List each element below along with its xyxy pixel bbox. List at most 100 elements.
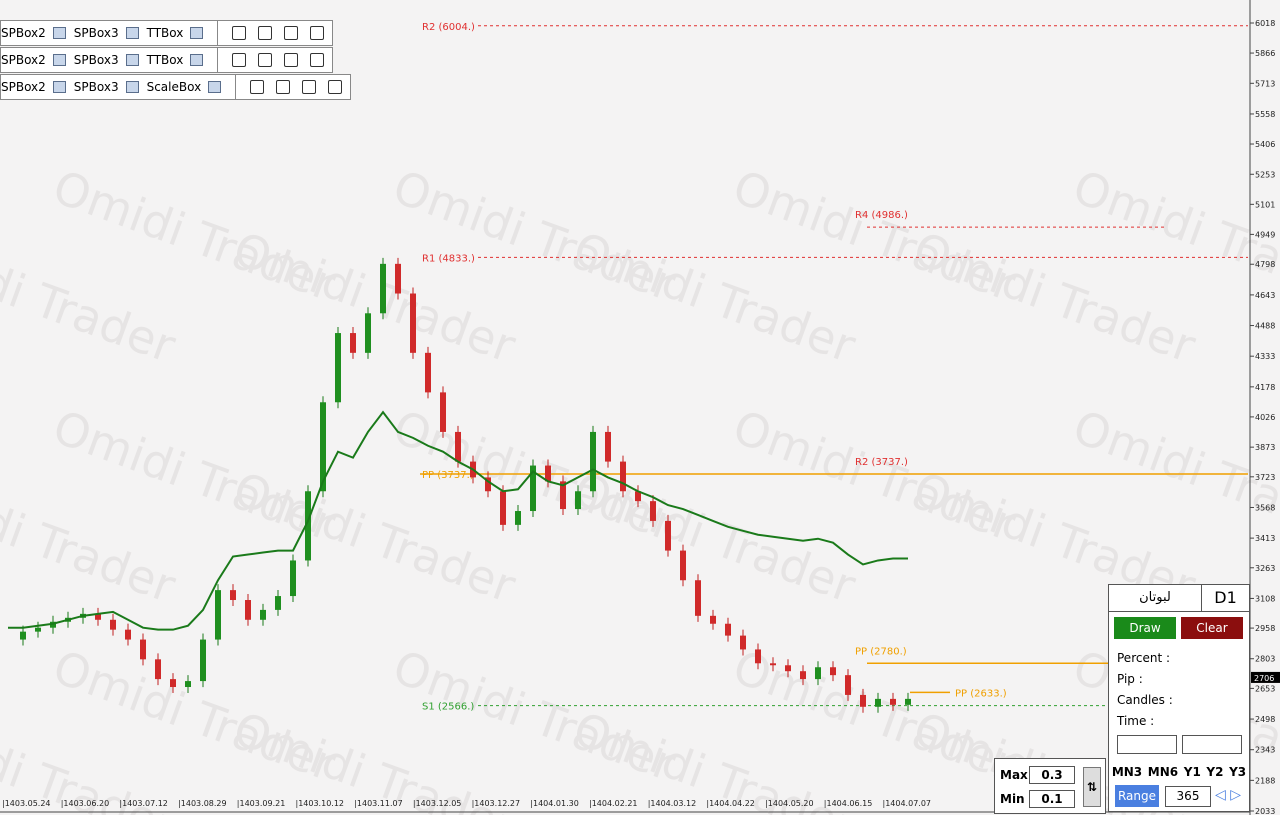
y-tick-label: 3413 [1255, 534, 1275, 543]
toolbar-icon[interactable] [310, 26, 325, 40]
period-button[interactable]: MN3 [1111, 765, 1143, 779]
toolbar-item[interactable]: SPBox2 [1, 80, 46, 94]
candle [665, 520, 671, 551]
level-label: PP (3737.) [422, 470, 474, 481]
arrows[interactable]: ◁ ▷ [1215, 787, 1241, 803]
candle [140, 639, 146, 660]
icon[interactable] [125, 27, 139, 39]
candle [110, 619, 116, 630]
toolbar-icon[interactable] [276, 80, 291, 94]
candle [590, 431, 596, 492]
x-tick-label: |1403.11.07 [354, 799, 403, 808]
candle [485, 477, 491, 492]
candle [800, 671, 806, 680]
period-button[interactable]: MN6 [1147, 765, 1179, 779]
field-label: Percent : [1117, 651, 1171, 665]
y-tick-label: 2498 [1255, 715, 1275, 724]
icon[interactable] [52, 27, 66, 39]
draw-button[interactable]: Draw [1114, 617, 1176, 639]
clear-button[interactable]: Clear [1181, 617, 1243, 639]
symbol: لبوتان [1109, 585, 1202, 612]
x-tick-label: |1404.06.15 [824, 799, 873, 808]
y-tick-label: 5713 [1255, 79, 1275, 88]
toolbar-icon[interactable] [310, 53, 325, 67]
toolbar-icon[interactable] [284, 53, 299, 67]
toolbar-item[interactable]: SPBox2 [1, 26, 46, 40]
level-label: R2 (6004.) [422, 22, 475, 33]
candle [740, 635, 746, 650]
candle [635, 491, 641, 502]
candle [905, 698, 911, 705]
candle [845, 675, 851, 695]
candle [545, 465, 551, 482]
candle [215, 590, 221, 640]
toolbar-icon[interactable] [258, 26, 273, 40]
icon[interactable] [125, 54, 139, 66]
toolbar-icon[interactable] [232, 26, 247, 40]
timeframe: D1 [1202, 585, 1249, 612]
toolbar-item[interactable]: TTBox [146, 53, 184, 67]
watermark: Omidi Trader [566, 221, 862, 373]
toolbar-item[interactable]: SPBox3 [73, 80, 119, 94]
maxmin-box: Max 0.3 Min 0.1 ⇅ [994, 758, 1106, 814]
toolbar-item[interactable]: SPBox3 [73, 26, 119, 40]
y-tick-label: 4333 [1255, 352, 1275, 361]
range-button[interactable]: Range [1115, 785, 1159, 807]
candle [365, 313, 371, 353]
scale-toggle[interactable]: ⇅ [1083, 767, 1101, 807]
icon[interactable] [52, 54, 66, 66]
toolbar-item[interactable]: ScaleBox [146, 80, 202, 94]
min-input[interactable]: 0.1 [1029, 790, 1075, 808]
toolbar-icon[interactable] [328, 80, 343, 94]
input[interactable] [1182, 735, 1242, 754]
candle [185, 681, 191, 688]
toolbar-item[interactable]: SPBox3 [73, 53, 119, 67]
toolbar-icon[interactable] [302, 80, 317, 94]
toolbar-icon[interactable] [232, 53, 247, 67]
icon[interactable] [52, 81, 66, 93]
y-tick-label: 4026 [1255, 413, 1275, 422]
candle [155, 659, 161, 680]
candle [710, 615, 716, 624]
period-button[interactable]: Y3 [1229, 765, 1247, 779]
candle [620, 461, 626, 492]
x-tick-label: |1404.07.07 [883, 799, 932, 808]
candle [785, 665, 791, 672]
toolbar: SPBox2 SPBox3 TTBox [0, 20, 334, 46]
icon[interactable] [190, 27, 204, 39]
max-input[interactable]: 0.3 [1029, 766, 1075, 784]
y-tick-label: 5866 [1255, 49, 1275, 58]
candle [875, 698, 881, 707]
candle [530, 465, 536, 512]
watermark: Omidi Trader [226, 461, 522, 613]
y-tick-label: 2188 [1255, 776, 1275, 785]
toolbar-icon[interactable] [258, 53, 273, 67]
y-tick-label: 4643 [1255, 291, 1275, 300]
toolbar-item[interactable]: TTBox [146, 26, 184, 40]
candle [500, 491, 506, 525]
range-input[interactable]: 365 [1165, 786, 1211, 807]
x-tick-label: |1403.07.12 [119, 799, 167, 808]
y-tick-label: 2343 [1255, 746, 1275, 755]
period-button[interactable]: Y2 [1206, 765, 1224, 779]
candle [815, 667, 821, 680]
icon[interactable] [190, 54, 204, 66]
toolbar-item[interactable]: SPBox2 [1, 53, 46, 67]
input[interactable] [1117, 735, 1177, 754]
candle [890, 698, 896, 705]
candle [35, 627, 41, 632]
candle [830, 667, 836, 676]
icon[interactable] [125, 81, 139, 93]
candle [770, 663, 776, 666]
period-button[interactable]: Y1 [1183, 765, 1201, 779]
watermark: Omidi Trader [566, 461, 862, 613]
min-label: Min [1000, 792, 1025, 806]
toolbar-icon[interactable] [284, 26, 299, 40]
toolbar-icon[interactable] [250, 80, 265, 94]
icon[interactable] [208, 81, 222, 93]
x-tick-label: |1404.03.12 [648, 799, 697, 808]
candle [755, 649, 761, 664]
candle [680, 550, 686, 581]
watermark: Omidi Trader [226, 221, 522, 373]
